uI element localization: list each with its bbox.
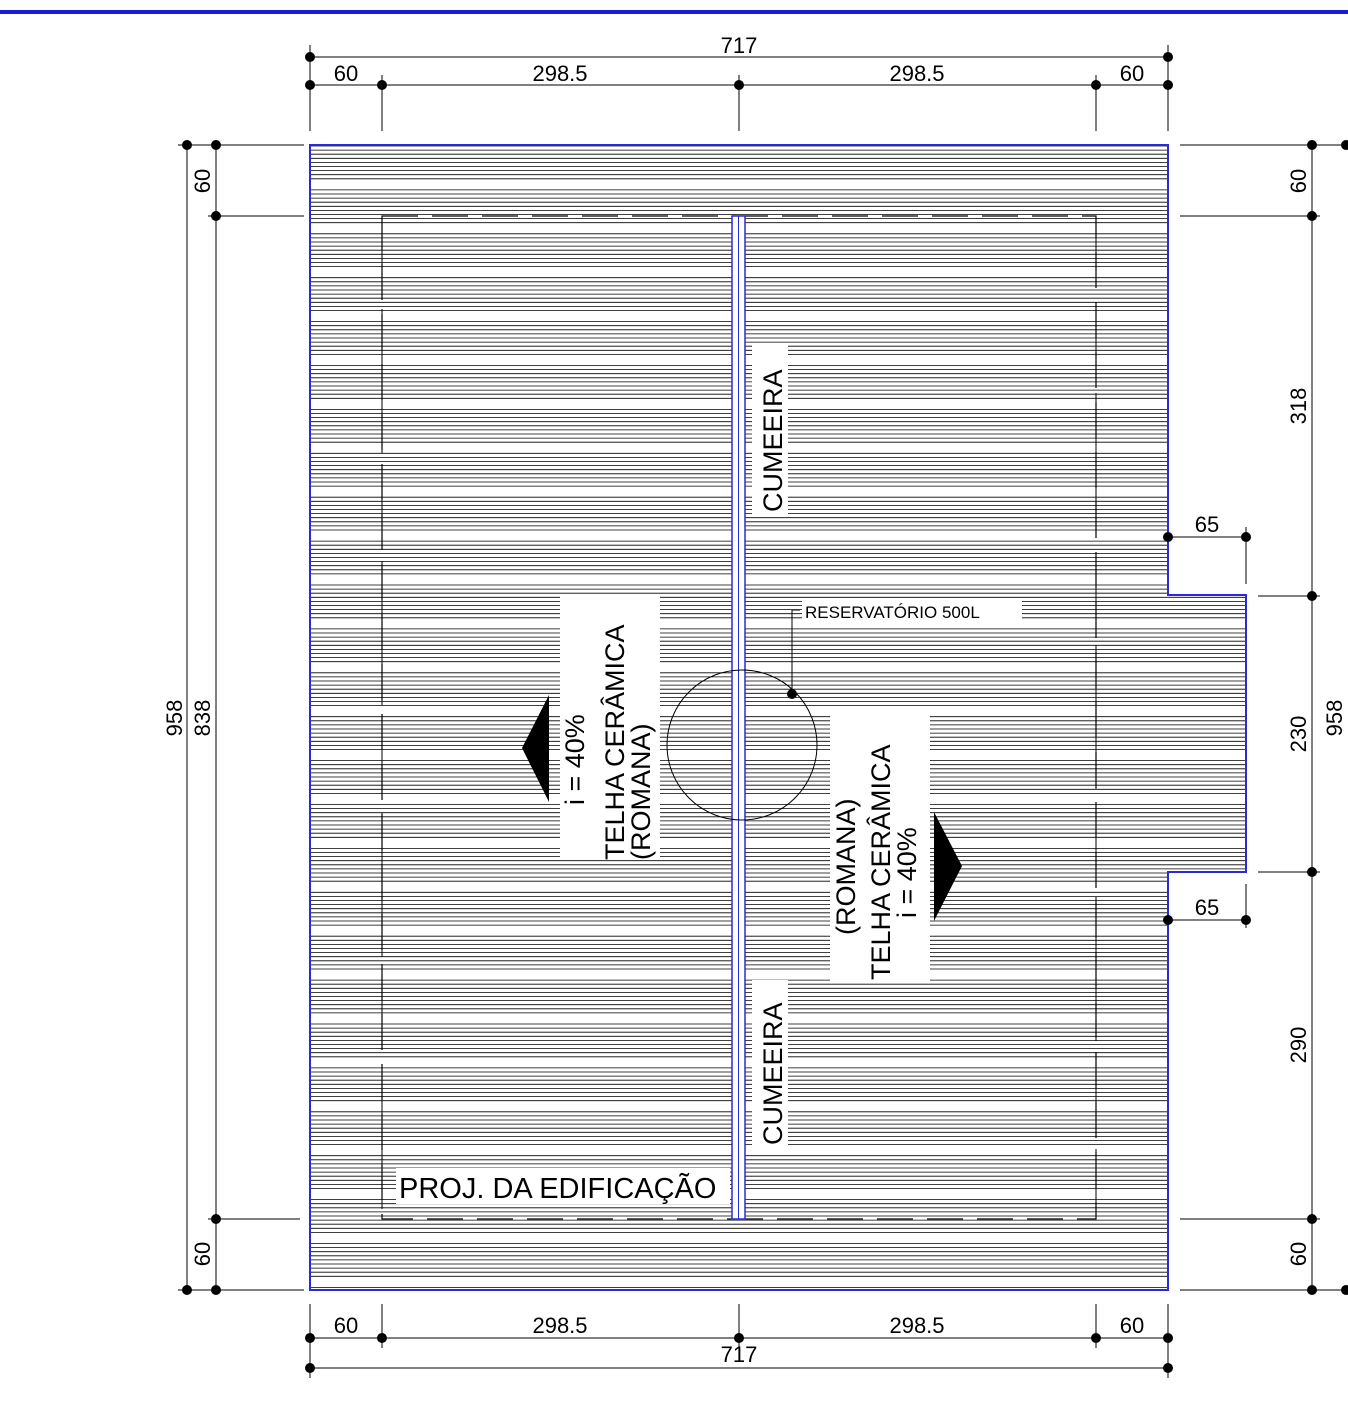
dim-right-bottom-eave: 60 <box>1286 1242 1311 1266</box>
dim-right-seg3: 290 <box>1286 1027 1311 1064</box>
dim-bottom-right-span: 298.5 <box>889 1313 944 1338</box>
dim-bump-bottom: 65 <box>1195 895 1219 920</box>
right-slope-label: i = 40% <box>892 827 922 918</box>
left-dimensions <box>178 140 304 1295</box>
ridge-line <box>731 215 746 1220</box>
roof-outline <box>309 144 1247 1291</box>
building-projection-label: PROJ. DA EDIFICAÇÃO <box>399 1171 716 1205</box>
left-tile-type-label: (ROMANA) <box>626 724 656 861</box>
dim-bottom-right-eave: 60 <box>1120 1313 1144 1338</box>
right-tile-type-label: (ROMANA) <box>831 799 861 936</box>
dim-bump-top: 65 <box>1195 512 1219 537</box>
ridge-label-bottom: CUMEEIRA <box>758 1002 788 1145</box>
dim-top-total: 717 <box>721 33 758 58</box>
dim-left-top-eave: 60 <box>190 169 215 193</box>
dim-right-top-eave: 60 <box>1286 169 1311 193</box>
dim-left-total: 958 <box>162 700 187 737</box>
dim-left-inner: 838 <box>190 700 215 737</box>
ridge-label-top: CUMEEIRA <box>758 369 788 512</box>
tank-label: RESERVATÓRIO 500L <box>805 603 980 622</box>
dim-top-left-eave: 60 <box>334 61 358 86</box>
left-slope-label: i = 40% <box>560 714 590 805</box>
dim-top-right-eave: 60 <box>1120 61 1144 86</box>
header-rule <box>0 10 1348 14</box>
right-tile-label: TELHA CERÂMICA <box>865 744 896 980</box>
dim-right-seg1: 318 <box>1286 388 1311 425</box>
dim-bottom-left-span: 298.5 <box>532 1313 587 1338</box>
dim-left-bottom-eave: 60 <box>190 1242 215 1266</box>
dim-top-left-span: 298.5 <box>532 61 587 86</box>
slope-arrow-left-icon <box>522 695 549 802</box>
top-dimensions <box>305 45 1173 131</box>
dim-right-total: 958 <box>1322 700 1347 737</box>
tank-leader <box>787 609 800 699</box>
dim-bottom-total: 717 <box>721 1342 758 1367</box>
bottom-dimensions <box>305 1304 1173 1378</box>
dim-bottom-left-eave: 60 <box>334 1313 358 1338</box>
water-tank-outline <box>666 669 818 821</box>
right-dimensions <box>1163 140 1348 1295</box>
left-tile-label: TELHA CERÂMICA <box>599 624 630 860</box>
dim-right-seg2: 230 <box>1286 716 1311 753</box>
slope-arrow-right-icon <box>934 812 962 921</box>
dim-top-right-span: 298.5 <box>889 61 944 86</box>
